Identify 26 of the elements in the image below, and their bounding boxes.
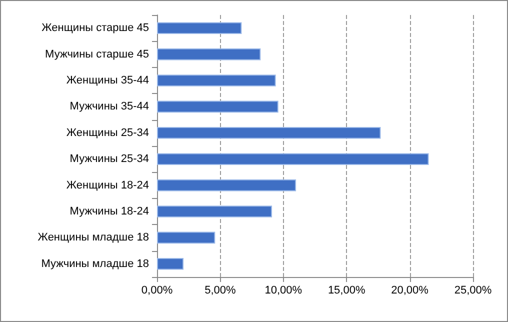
bar — [157, 206, 272, 218]
bar — [157, 153, 429, 165]
x-tick-label: 15,00% — [328, 284, 366, 296]
bar — [157, 74, 276, 86]
bar — [157, 179, 296, 192]
bar — [157, 48, 261, 60]
x-tick-label: 25,00% — [454, 284, 492, 296]
x-tick-label: 20,00% — [391, 284, 429, 296]
bar — [157, 22, 242, 34]
y-tick-label: Мужчины старше 45 — [45, 48, 149, 60]
y-tick-label: Женщины старше 45 — [42, 22, 149, 34]
bar — [157, 100, 278, 113]
y-tick-label: Женщины младше 18 — [38, 232, 149, 244]
x-tick-label: 5,00% — [204, 284, 236, 296]
x-tick-label: 10,00% — [264, 284, 302, 296]
y-tick-label: Женщины 18-24 — [66, 179, 149, 192]
y-tick-label: Мужчины младше 18 — [41, 258, 149, 270]
y-tick-label: Мужчины 18-24 — [70, 206, 149, 218]
bar — [157, 127, 381, 139]
y-tick-label: Женщины 25-34 — [66, 126, 149, 139]
y-tick-label: Мужчины 25-34 — [70, 153, 149, 166]
bar — [157, 258, 184, 270]
x-tick-label: 0,00% — [141, 284, 173, 296]
y-tick-label: Женщины 35-44 — [66, 74, 149, 86]
y-tick-label: Мужчины 35-44 — [70, 100, 149, 113]
bar — [157, 232, 216, 244]
